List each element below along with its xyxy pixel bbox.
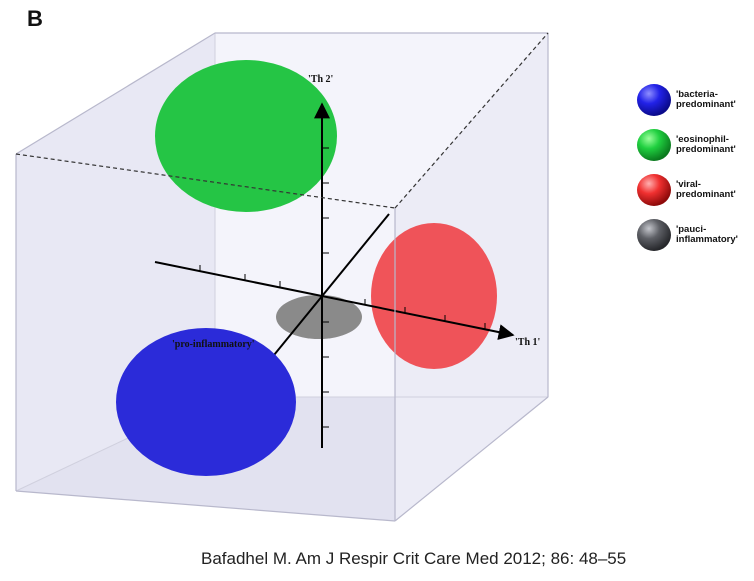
legend-label: 'pauci- inflammatory' <box>676 224 738 245</box>
legend-item-eosinophil: 'eosinophil- predominant' <box>636 127 754 163</box>
legend-item-bacteria: 'bacteria- predominant' <box>636 82 754 118</box>
legend-label: 'eosinophil- predominant' <box>676 134 736 155</box>
legend-item-viral: 'viral- predominant' <box>636 172 754 208</box>
sphere-icon <box>637 219 671 251</box>
cube-edge <box>15 490 396 522</box>
cluster-eosinophil-predominant <box>155 60 337 212</box>
axis-label-th1: 'Th 1' <box>515 337 541 348</box>
panel-letter: B <box>27 6 43 31</box>
sphere-icon <box>637 174 671 206</box>
cluster-pauci-inflammatory <box>276 295 362 339</box>
sphere-icon <box>637 84 671 116</box>
axis-ticks <box>199 147 486 428</box>
axis-pro-inflammatory <box>250 213 390 384</box>
cube-edge-dashed <box>394 32 549 209</box>
cube-edge-dashed <box>15 153 396 209</box>
legend: 'bacteria- predominant' 'eosinophil- pre… <box>636 82 754 262</box>
legend-item-pauci: 'pauci- inflammatory' <box>636 217 754 253</box>
citation: Bafadhel M. Am J Respir Crit Care Med 20… <box>201 549 627 568</box>
axis-label-pro-inflammatory: 'pro-inflammatory' <box>172 339 255 350</box>
cube-edge <box>394 396 549 522</box>
cluster-bacteria-predominant <box>116 328 296 476</box>
legend-label: 'bacteria- predominant' <box>676 89 736 110</box>
axis-th1 <box>154 261 515 340</box>
cluster-viral-predominant <box>371 223 497 369</box>
sphere-icon <box>637 129 671 161</box>
legend-label: 'viral- predominant' <box>676 179 736 200</box>
axis-label-th2: 'Th 2' <box>308 74 334 85</box>
cube-edge <box>15 32 216 155</box>
